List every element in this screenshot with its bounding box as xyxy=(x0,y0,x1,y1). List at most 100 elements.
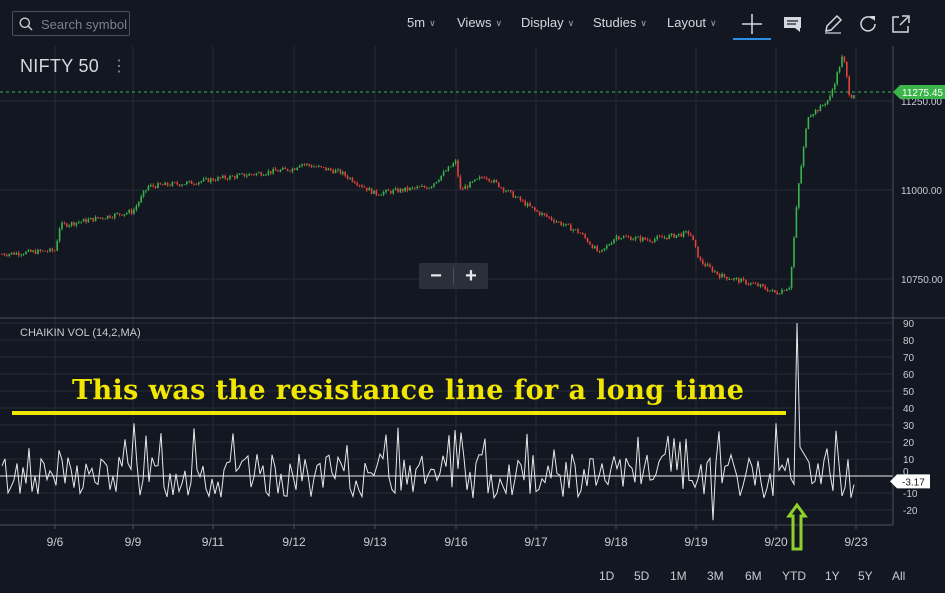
candle-up xyxy=(452,163,454,167)
candle-up xyxy=(555,221,558,223)
candle-up xyxy=(181,184,183,186)
draw-button[interactable] xyxy=(820,11,846,37)
candle-up xyxy=(42,250,44,252)
popout-button[interactable] xyxy=(888,11,914,37)
candle-up xyxy=(399,188,402,193)
candle-up xyxy=(769,290,771,292)
candle-down xyxy=(332,170,334,174)
candle-down xyxy=(414,187,416,189)
display-menu[interactable]: Display ∨ xyxy=(521,15,574,30)
candle-up xyxy=(594,246,596,249)
candle-down xyxy=(190,180,193,185)
candle-up xyxy=(778,293,781,295)
annotation-overlay xyxy=(12,411,808,551)
candle-up xyxy=(685,231,687,233)
candle-up xyxy=(478,177,481,179)
candle-up xyxy=(824,104,826,106)
toolbar: Search symbol 5m ∨ Views ∨ Display ∨ Studie… xyxy=(0,0,945,46)
candle-down xyxy=(522,200,524,202)
candle-up xyxy=(138,202,140,206)
candle-up xyxy=(634,237,637,240)
comment-button[interactable] xyxy=(780,11,806,37)
range-5d-button[interactable]: 5D xyxy=(634,569,650,583)
indicator-tick-label: 40 xyxy=(903,404,915,415)
chaikin-series xyxy=(0,322,893,521)
indicator-tick-label: 20 xyxy=(903,438,915,449)
layout-label: Layout xyxy=(667,15,707,30)
x-tick-label: 9/6 xyxy=(47,535,64,549)
y-tick-label: 11000.00 xyxy=(901,186,942,197)
candle-down xyxy=(764,286,766,290)
crosshair-button[interactable] xyxy=(739,11,765,37)
candle-down xyxy=(109,215,111,218)
candle-down xyxy=(418,186,421,188)
candle-down xyxy=(534,207,536,211)
price-series xyxy=(0,54,893,295)
candle-up xyxy=(678,233,680,236)
candle-up xyxy=(603,248,606,250)
candle-up xyxy=(517,196,519,198)
candle-up xyxy=(428,187,430,189)
candle-up xyxy=(291,168,294,172)
range-1m-button[interactable]: 1M xyxy=(670,569,687,583)
candle-up xyxy=(682,231,685,237)
candle-up xyxy=(15,252,18,255)
range-all-button[interactable]: All xyxy=(892,569,906,583)
candle-up xyxy=(94,217,97,222)
indicator-value-tag xyxy=(890,474,930,489)
candle-up xyxy=(68,225,70,227)
candle-up xyxy=(829,96,831,101)
indicator-tick-label: 10 xyxy=(903,455,915,466)
layout-menu[interactable]: Layout ∨ xyxy=(667,15,717,30)
candle-down xyxy=(193,184,195,185)
candle-down xyxy=(646,239,649,241)
candle-down xyxy=(716,271,718,275)
symbol-title: NIFTY 50 xyxy=(20,56,100,76)
candle-up xyxy=(447,166,450,172)
candle-down xyxy=(718,274,721,278)
range-6m-button[interactable]: 6M xyxy=(745,569,762,583)
views-menu[interactable]: Views ∨ xyxy=(457,15,502,30)
search-input[interactable]: Search symbol xyxy=(12,11,130,36)
candle-up xyxy=(157,183,159,189)
zoom-out-button[interactable]: − xyxy=(430,265,442,287)
candle-down xyxy=(459,176,462,189)
zoom-in-button[interactable]: + xyxy=(465,265,477,287)
candle-up xyxy=(382,192,385,195)
chevron-down-icon: ∨ xyxy=(429,18,436,28)
range-3m-button[interactable]: 3M xyxy=(707,569,724,583)
interval-menu[interactable]: 5m ∨ xyxy=(407,15,436,30)
range-1y-button[interactable]: 1Y xyxy=(825,569,840,583)
range-ytd-button[interactable]: YTD xyxy=(782,569,806,583)
candle-up xyxy=(114,213,116,218)
candle-down xyxy=(817,109,819,112)
reset-button[interactable] xyxy=(855,11,881,37)
candle-up xyxy=(654,239,656,242)
candle-up xyxy=(298,165,301,168)
candle-down xyxy=(231,175,234,177)
candle-down xyxy=(30,249,32,252)
candle-up xyxy=(142,191,145,197)
candle-up xyxy=(613,239,615,244)
candle-down xyxy=(546,214,548,217)
candle-down xyxy=(330,168,332,171)
range-1d-button[interactable]: 1D xyxy=(599,569,615,583)
candle-up xyxy=(126,212,128,215)
candle-down xyxy=(152,184,154,187)
indicator-tick-label: -10 xyxy=(903,489,918,500)
candle-up xyxy=(171,182,174,186)
candle-up xyxy=(632,239,634,241)
studies-menu[interactable]: Studies ∨ xyxy=(593,15,647,30)
candle-down xyxy=(207,178,210,183)
range-5y-button[interactable]: 5Y xyxy=(858,569,873,583)
candle-down xyxy=(570,224,572,231)
candle-down xyxy=(44,250,46,252)
more-options-icon[interactable]: ⋮ xyxy=(111,58,127,75)
candle-down xyxy=(666,237,668,239)
candle-down xyxy=(361,185,363,187)
candle-down xyxy=(154,186,157,189)
chevron-down-icon: ∨ xyxy=(495,18,503,28)
candle-down xyxy=(558,221,560,223)
candle-up xyxy=(25,251,27,255)
